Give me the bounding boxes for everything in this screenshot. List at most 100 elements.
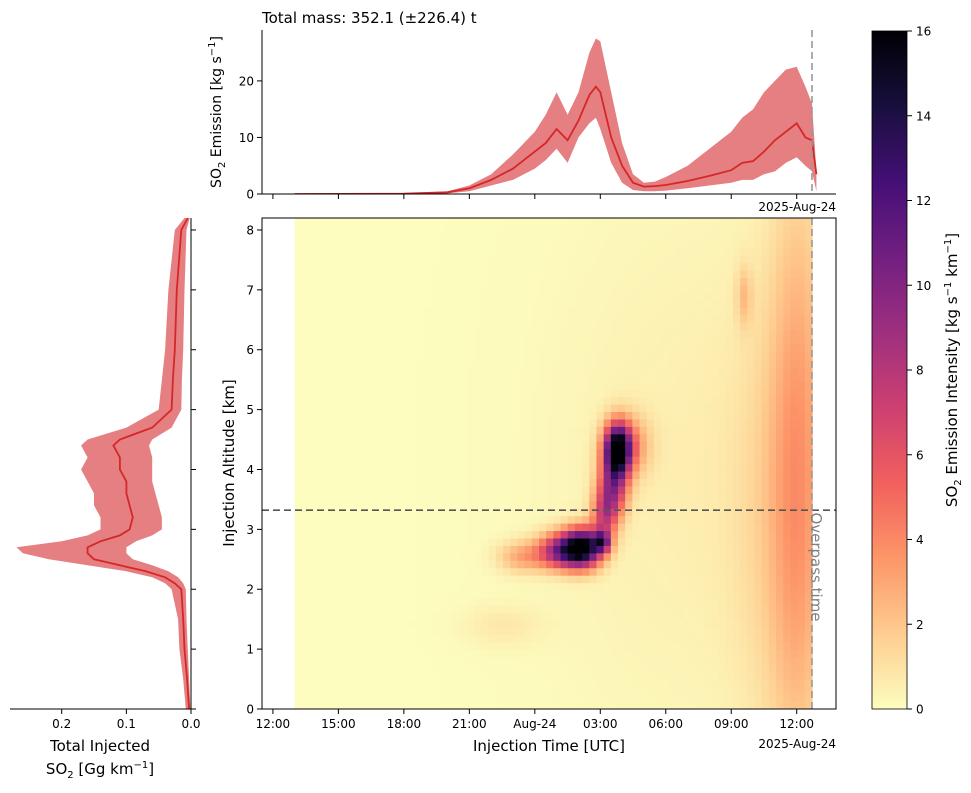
heatmap-cell (790, 255, 799, 264)
heatmap-cell (689, 359, 698, 368)
heatmap-cell (546, 634, 554, 643)
heatmap-cell (352, 694, 360, 703)
heatmap-cell (589, 478, 598, 487)
heatmap-cell (704, 589, 713, 599)
heatmap-cell (445, 218, 454, 227)
heatmap-cell (409, 247, 418, 256)
heatmap-cell (632, 359, 641, 368)
heatmap-cell (510, 359, 519, 368)
heatmap-cell (704, 337, 713, 346)
left-x-tick-label: 0.2 (52, 717, 71, 731)
heatmap-cell (524, 478, 533, 487)
heatmap-cell (409, 515, 418, 524)
heatmap-cell (618, 478, 626, 487)
heatmap-cell (517, 359, 526, 368)
heatmap-cell (510, 284, 519, 293)
heatmap-cell (668, 314, 677, 323)
heatmap-cell (639, 322, 648, 331)
heatmap-cell (445, 232, 454, 241)
heatmap-cell (337, 604, 346, 613)
heatmap-cell (388, 284, 396, 293)
heatmap-cell (574, 426, 583, 435)
heatmap-cell (718, 284, 727, 293)
heatmap-cell (725, 679, 734, 688)
heatmap-cell (301, 270, 310, 279)
heatmap-cell (459, 597, 468, 606)
heatmap-cell (359, 642, 368, 651)
heatmap-cell (653, 403, 662, 413)
heatmap-cell (330, 597, 339, 606)
heatmap-cell (761, 426, 770, 435)
heatmap-cell (510, 232, 519, 241)
heatmap-cell (675, 508, 684, 517)
heatmap-cell (768, 523, 777, 532)
heatmap-cell (359, 366, 368, 375)
heatmap-cell (675, 523, 684, 532)
heatmap-cell (718, 232, 727, 241)
heatmap-cell (740, 255, 748, 264)
heatmap-cell (761, 500, 770, 509)
heatmap-cell (503, 411, 511, 420)
heatmap-cell (639, 299, 648, 308)
heatmap-cell (395, 523, 404, 532)
heatmap-cell (632, 612, 641, 621)
heatmap-cell (452, 694, 461, 703)
heatmap-cell (797, 359, 806, 368)
heatmap-cell (503, 240, 511, 249)
heatmap-cell (388, 262, 396, 271)
heatmap-cell (675, 374, 684, 383)
heatmap-cell (661, 396, 669, 405)
heatmap-cell (409, 366, 418, 375)
heatmap-cell (294, 307, 303, 316)
heatmap-cell (373, 359, 382, 368)
heatmap-cell (438, 284, 447, 293)
heatmap-cell (481, 255, 490, 264)
heatmap-cell (503, 701, 511, 709)
heatmap-cell (783, 604, 792, 613)
heatmap-cell (510, 441, 519, 450)
heatmap-cell (589, 307, 598, 316)
heatmap-cell (337, 232, 346, 241)
heatmap-cell (761, 299, 770, 308)
heatmap-cell (510, 463, 519, 472)
heatmap-cell (517, 389, 526, 398)
heatmap-cell (582, 560, 590, 569)
heatmap-cell (632, 307, 641, 316)
heatmap-cell (316, 463, 325, 472)
heatmap-cell (488, 247, 497, 256)
heatmap-cell (531, 612, 540, 621)
heatmap-cell (510, 433, 519, 442)
heatmap-cell (711, 426, 720, 435)
heatmap-cell (682, 523, 691, 532)
heatmap-cell (725, 560, 734, 569)
heatmap-cell (294, 575, 303, 584)
heatmap-cell (783, 411, 792, 420)
heatmap-cell (718, 322, 727, 331)
heatmap-cell (345, 493, 353, 502)
heatmap-cell (675, 463, 684, 472)
heatmap-cell (682, 389, 691, 398)
heatmap-cell (402, 664, 411, 673)
heatmap-cell (330, 686, 339, 695)
heatmap-cell (380, 418, 389, 427)
heatmap-cell (732, 649, 741, 658)
heatmap-cell (402, 344, 411, 353)
heatmap-cell (474, 470, 483, 479)
heatmap-cell (438, 671, 447, 680)
heatmap-cell (725, 218, 734, 227)
heatmap-cell (625, 232, 633, 241)
heatmap-cell (531, 314, 540, 323)
heatmap-cell (409, 604, 418, 613)
heatmap-cell (445, 277, 454, 286)
heatmap-cell (653, 634, 662, 643)
heatmap-cell (704, 597, 713, 606)
heatmap-cell (697, 589, 705, 599)
heatmap-cell (488, 686, 497, 695)
heatmap-cell (718, 627, 727, 636)
heatmap-cell (689, 597, 698, 606)
heatmap-cell (438, 240, 447, 249)
heatmap-cell (531, 478, 540, 487)
heatmap-cell (560, 582, 569, 591)
heatmap-cell (294, 627, 303, 636)
heatmap-cell (352, 671, 360, 680)
